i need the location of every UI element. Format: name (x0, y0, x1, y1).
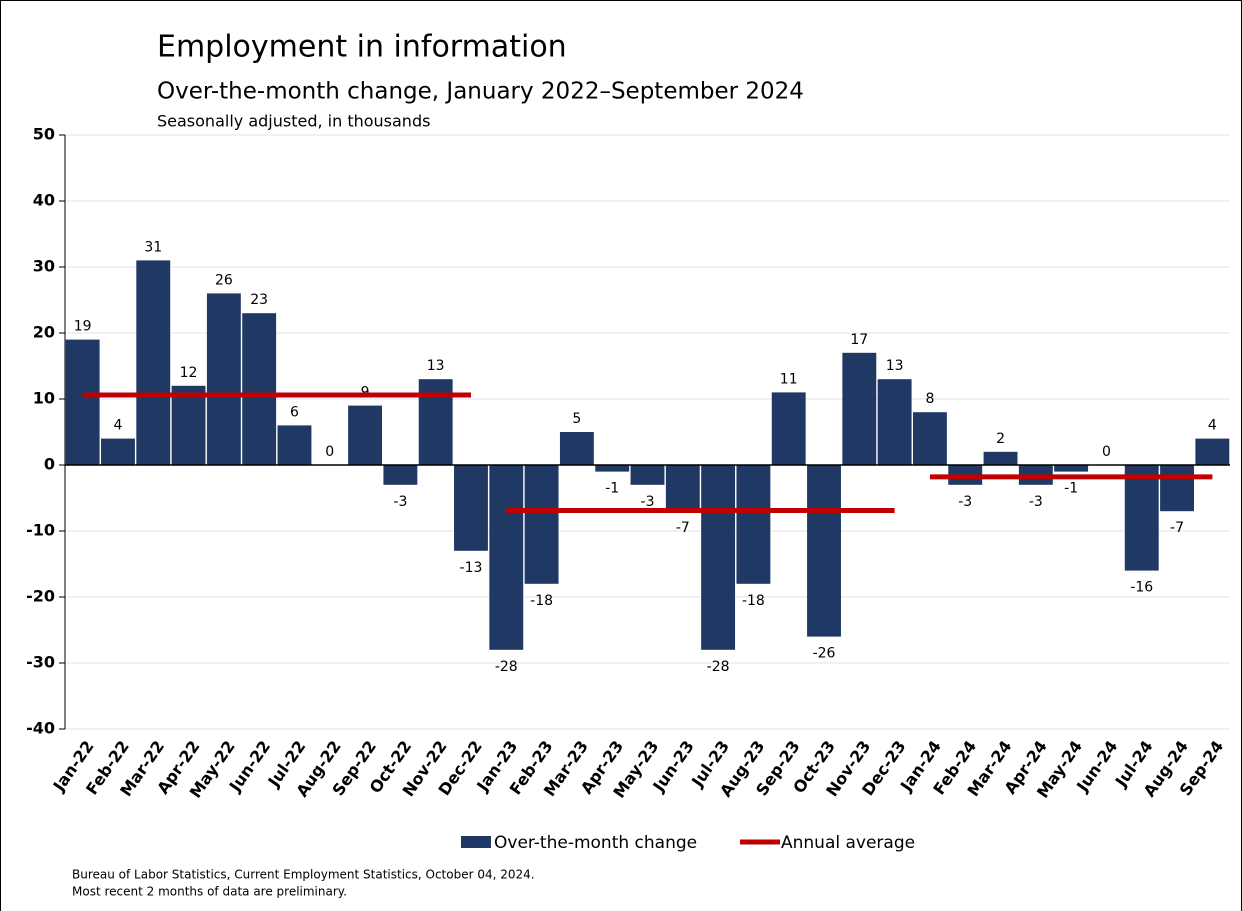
bar (383, 465, 418, 485)
bar (277, 425, 312, 465)
bar (912, 412, 947, 465)
data-label: 23 (250, 292, 268, 308)
data-label: -3 (958, 494, 972, 510)
bar (171, 385, 206, 465)
bar (1160, 465, 1194, 512)
data-label: -7 (676, 520, 690, 536)
y-tick-label: 10 (33, 389, 55, 408)
data-label: 17 (850, 332, 868, 348)
data-label: 13 (886, 358, 904, 374)
data-label: -28 (495, 659, 518, 675)
bar (807, 465, 841, 637)
y-tick-label: 20 (33, 323, 55, 342)
y-tick-label: -30 (26, 653, 55, 672)
source: Bureau of Labor Statistics, Current Empl… (72, 868, 535, 882)
y-tick-label: -40 (26, 719, 55, 738)
y-tick-label: 30 (33, 257, 55, 276)
bar (842, 352, 877, 465)
data-label: 6 (290, 404, 299, 420)
bar (418, 379, 453, 465)
bar (348, 405, 383, 465)
data-label: 26 (215, 272, 233, 288)
bar (559, 432, 594, 465)
bar (454, 465, 488, 551)
data-label: 13 (427, 358, 445, 374)
y-tick-label: -10 (26, 521, 55, 540)
bar (101, 438, 135, 465)
bar (877, 379, 912, 465)
bar (665, 465, 700, 512)
bar (771, 392, 806, 465)
data-label: -26 (813, 646, 836, 662)
data-label: -18 (530, 593, 553, 609)
chart-title: Employment in information (157, 30, 567, 65)
data-label: -1 (605, 481, 619, 497)
bar (206, 293, 241, 465)
bar (1124, 465, 1159, 571)
legend-label: Over-the-month change (494, 833, 697, 853)
data-label: 19 (74, 319, 92, 335)
data-label: 11 (780, 371, 798, 387)
footnote: Most recent 2 months of data are prelimi… (72, 885, 347, 899)
legend-label: Annual average (781, 833, 915, 853)
y-tick-label: 40 (33, 191, 55, 210)
bar (524, 465, 559, 584)
data-label: -18 (742, 593, 765, 609)
data-label: 31 (144, 239, 162, 255)
legend-swatch (461, 836, 491, 848)
bar (595, 465, 630, 472)
chart-note: Seasonally adjusted, in thousands (157, 112, 430, 131)
data-label: -7 (1170, 520, 1184, 536)
data-label: 2 (996, 431, 1005, 447)
data-label: 4 (1208, 418, 1217, 434)
data-label: 5 (572, 411, 581, 427)
bar (736, 465, 771, 584)
bar (136, 260, 171, 465)
bar (242, 313, 277, 465)
y-tick-label: 0 (44, 455, 55, 474)
data-label: -28 (707, 659, 730, 675)
data-label: -3 (393, 494, 407, 510)
bar (701, 465, 736, 650)
data-label: -3 (641, 494, 655, 510)
bar (489, 465, 524, 650)
data-label: -3 (1029, 494, 1043, 510)
bar (1195, 438, 1230, 465)
data-label: 0 (1102, 444, 1111, 460)
data-label: 8 (925, 391, 934, 407)
y-tick-label: 50 (33, 125, 55, 144)
data-label: -16 (1130, 580, 1153, 596)
bar (1054, 465, 1089, 472)
chart-subtitle: Over-the-month change, January 2022–Sept… (157, 79, 804, 105)
data-label: 12 (180, 365, 198, 381)
bar (630, 465, 665, 485)
bar (983, 451, 1018, 465)
y-tick-label: -20 (26, 587, 55, 606)
data-label: 4 (113, 418, 122, 434)
data-label: -1 (1064, 481, 1078, 497)
data-label: 0 (325, 444, 334, 460)
bar (65, 339, 100, 465)
data-label: -13 (460, 560, 483, 576)
